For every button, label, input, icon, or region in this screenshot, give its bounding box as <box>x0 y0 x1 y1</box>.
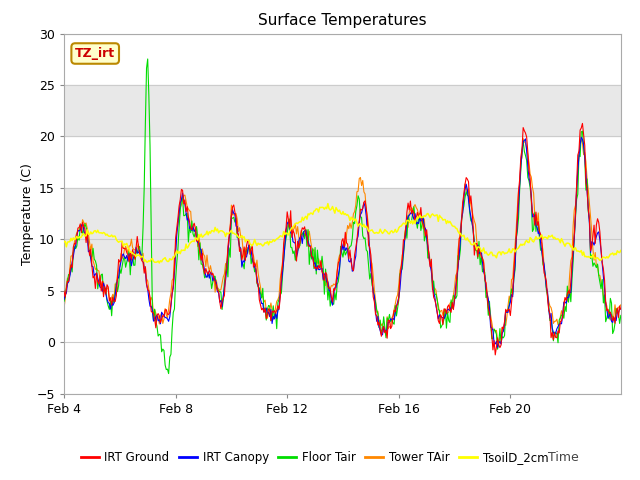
Text: TZ_irt: TZ_irt <box>75 47 115 60</box>
Text: Time: Time <box>548 451 579 464</box>
Y-axis label: Temperature (C): Temperature (C) <box>20 163 34 264</box>
Bar <box>64 85 621 136</box>
Title: Surface Temperatures: Surface Temperatures <box>258 13 427 28</box>
Legend: IRT Ground, IRT Canopy, Floor Tair, Tower TAir, TsoilD_2cm: IRT Ground, IRT Canopy, Floor Tair, Towe… <box>76 446 553 469</box>
Bar <box>64 188 621 291</box>
